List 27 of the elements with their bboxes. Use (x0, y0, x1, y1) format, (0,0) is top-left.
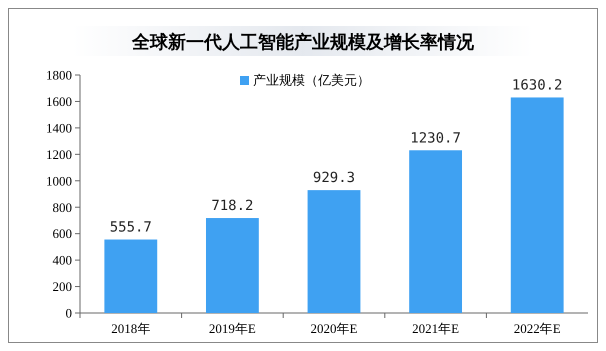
bar (409, 150, 462, 313)
y-tick-label: 600 (52, 226, 72, 242)
data-label: 929.3 (312, 170, 356, 186)
x-tick-label: 2021年E (412, 321, 460, 336)
data-label: 555.7 (110, 220, 152, 236)
y-tick-label: 1600 (46, 94, 72, 109)
bar (510, 97, 564, 313)
data-label: 1230.7 (410, 130, 461, 146)
y-tick-label: 1400 (46, 120, 72, 136)
legend-label: 产业规模（亿美元） (253, 72, 370, 88)
bar (308, 190, 360, 313)
x-tick-label: 2019年E (208, 321, 256, 336)
data-label: 1630.2 (512, 77, 562, 94)
y-tick-label: 1200 (46, 146, 72, 162)
bar (206, 218, 259, 313)
data-label: 718.2 (211, 198, 254, 214)
y-tick-label: 1000 (46, 173, 72, 188)
x-tick-label: 2018年 (111, 321, 150, 336)
bar (104, 240, 158, 313)
y-tick-label: 800 (52, 200, 72, 215)
y-tick-label: 400 (52, 252, 72, 268)
x-tick-label: 2020年E (310, 321, 358, 336)
chart-title: 全球新一代人工智能产业规模及增长率情况 (131, 32, 475, 52)
y-tick-label: 200 (52, 279, 72, 294)
y-tick-label: 1800 (46, 68, 72, 83)
y-tick-label: 0 (66, 306, 72, 321)
x-tick-label: 2022年E (514, 321, 561, 336)
